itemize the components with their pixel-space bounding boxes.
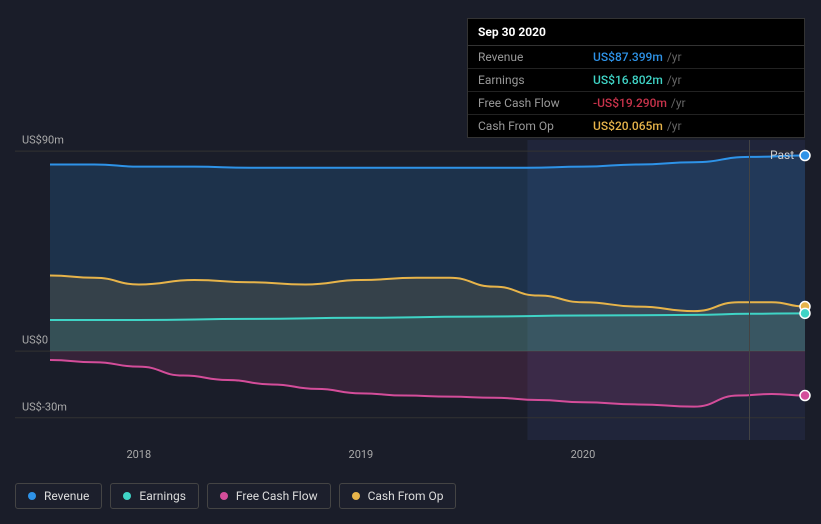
chart-tooltip: Sep 30 2020 Revenue US$87.399m/yr Earnings…	[467, 18, 805, 138]
tooltip-metric-label: Earnings	[478, 73, 573, 87]
x-axis-label: 2018	[126, 448, 151, 461]
y-axis-label: US$90m	[22, 134, 64, 147]
legend-dot-icon	[28, 492, 36, 500]
legend-label: Cash From Op	[368, 489, 444, 503]
legend-item[interactable]: Earnings	[110, 483, 199, 509]
tooltip-row: Earnings US$16.802m/yr	[468, 69, 804, 92]
y-axis-label: US$-30m	[22, 400, 67, 413]
tooltip-date: Sep 30 2020	[468, 19, 804, 46]
tooltip-row: Cash From Op US$20.065m/yr	[468, 115, 804, 137]
legend-label: Free Cash Flow	[236, 489, 318, 503]
tooltip-metric-label: Revenue	[478, 50, 573, 64]
past-label: Past	[770, 148, 794, 162]
tooltip-metric-value: -US$19.290m/yr	[593, 96, 686, 110]
tooltip-row: Free Cash Flow -US$19.290m/yr	[468, 92, 804, 115]
legend-dot-icon	[123, 492, 131, 500]
tooltip-metric-label: Cash From Op	[478, 119, 573, 133]
legend-dot-icon	[220, 492, 228, 500]
tooltip-metric-value: US$16.802m/yr	[593, 73, 682, 87]
legend-dot-icon	[352, 492, 360, 500]
legend-item[interactable]: Free Cash Flow	[207, 483, 331, 509]
legend-label: Revenue	[44, 489, 89, 503]
legend-item[interactable]: Revenue	[15, 483, 102, 509]
x-axis-label: 2019	[349, 448, 374, 461]
tooltip-metric-value: US$20.065m/yr	[593, 119, 682, 133]
legend-label: Earnings	[139, 489, 186, 503]
y-axis-label: US$0	[22, 334, 48, 347]
x-axis-label: 2020	[571, 448, 596, 461]
tooltip-metric-value: US$87.399m/yr	[593, 50, 682, 64]
chart-legend: Revenue Earnings Free Cash Flow Cash From O…	[15, 483, 456, 509]
tooltip-row: Revenue US$87.399m/yr	[468, 46, 804, 69]
tooltip-metric-label: Free Cash Flow	[478, 96, 573, 110]
financial-chart: { "tooltip": { "date": "Sep 30 2020", "p…	[0, 0, 821, 524]
legend-item[interactable]: Cash From Op	[339, 483, 457, 509]
